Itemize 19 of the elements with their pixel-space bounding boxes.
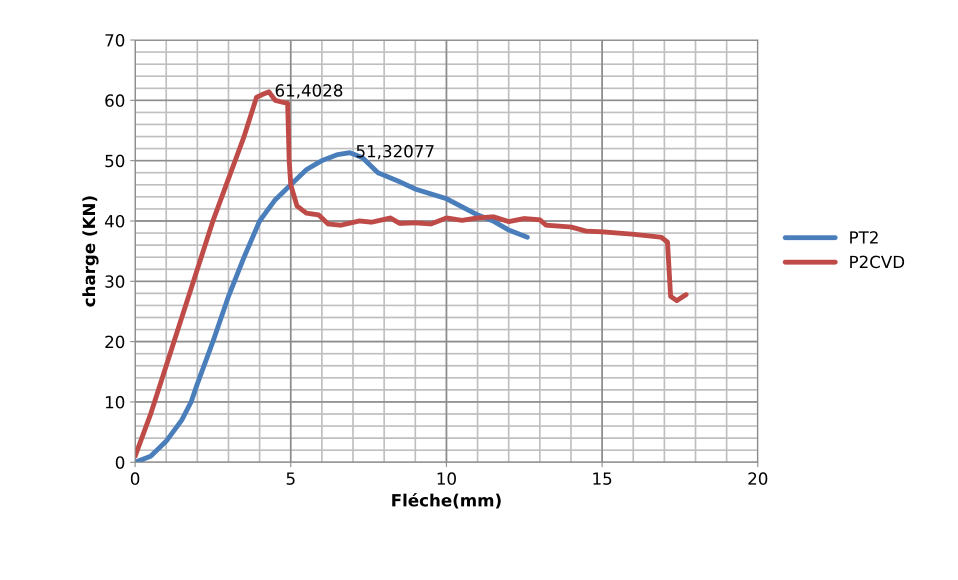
legend-label: PT2 bbox=[850, 231, 878, 244]
annotation: 51,32077 bbox=[356, 144, 434, 160]
y-tick-label: 70 bbox=[106, 34, 124, 47]
legend-label: P2CVD bbox=[850, 256, 904, 268]
x-axis-title: Fléche(mm) bbox=[392, 493, 501, 509]
x-tick-label: 10 bbox=[438, 472, 456, 485]
annotation: 61,4028 bbox=[276, 84, 342, 98]
x-tick-label: 20 bbox=[748, 472, 768, 485]
y-tick-label: 0 bbox=[116, 456, 124, 469]
x-tick-label: 5 bbox=[286, 472, 295, 485]
y-tick-label: 40 bbox=[104, 214, 124, 228]
y-tick-label: 30 bbox=[105, 275, 124, 288]
x-tick-label: 0 bbox=[130, 472, 140, 485]
y-tick-label: 10 bbox=[106, 396, 124, 409]
x-tick-label: 15 bbox=[593, 472, 612, 485]
y-tick-label: 20 bbox=[105, 336, 124, 348]
y-tick-label: 50 bbox=[105, 154, 124, 168]
y-tick-label: 60 bbox=[105, 94, 124, 107]
y-axis-title: charge (KN) bbox=[82, 196, 99, 307]
